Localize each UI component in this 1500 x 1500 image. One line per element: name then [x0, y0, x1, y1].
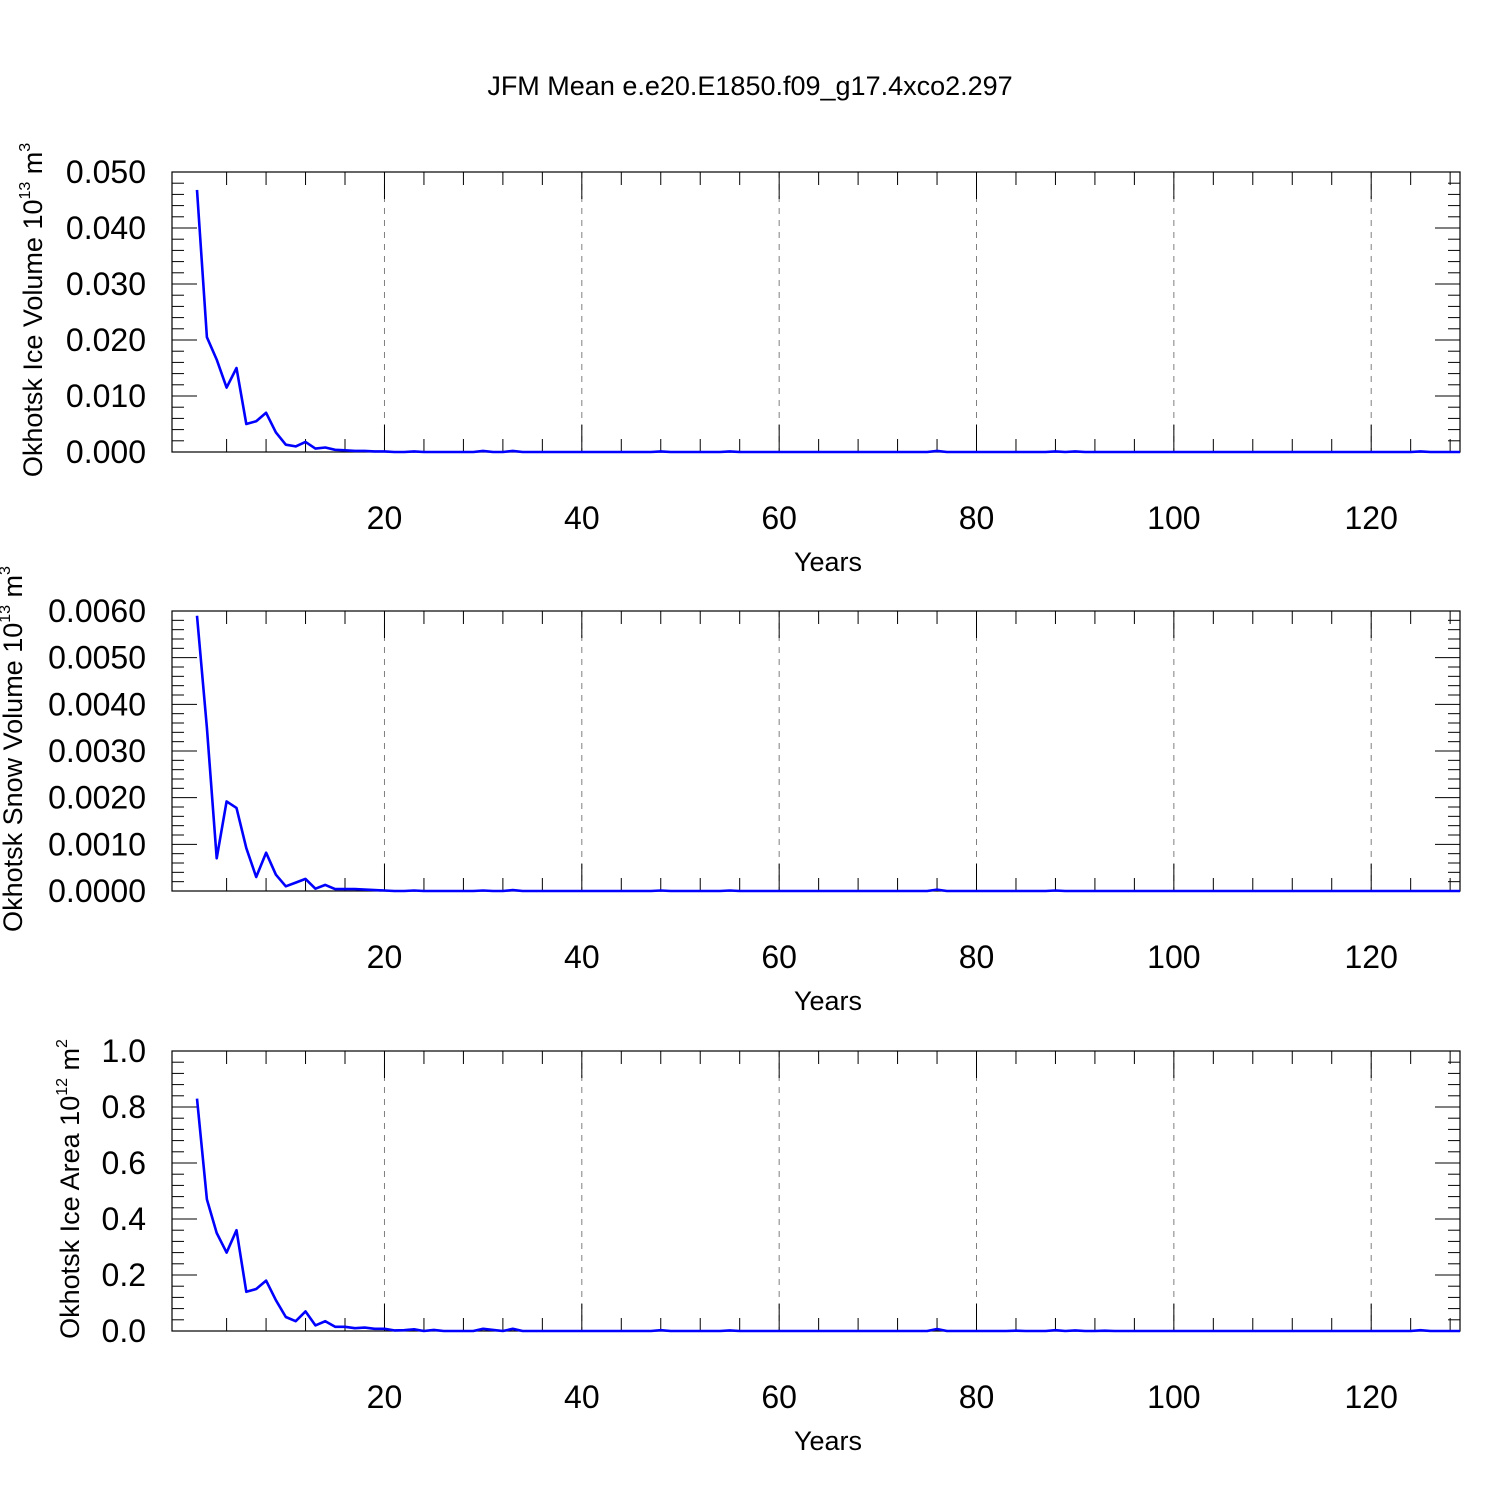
- y-tick-label: 0.0010: [48, 826, 146, 862]
- x-tick-label: 20: [367, 500, 403, 536]
- x-tick-label: 20: [367, 1379, 403, 1415]
- y-axis-title: Okhotsk Snow Volume 1013 m3: [0, 566, 28, 932]
- chart-title: JFM Mean e.e20.E1850.f09_g17.4xco2.297: [487, 71, 1012, 101]
- y-tick-label: 0.2: [102, 1257, 146, 1293]
- y-tick-label: 0.050: [66, 154, 146, 190]
- y-axis-title: Okhotsk Ice Area 1012 m2: [54, 1039, 85, 1339]
- panel-ice-area: 0.0 0.2 0.4 0.6 0.8 1.0 20 40 60 80 100 120 Years Okh…: [54, 1033, 1461, 1456]
- x-tick-label: 100: [1147, 500, 1200, 536]
- y-tick-label: 0.040: [66, 210, 146, 246]
- y-axis-title-text: Okhotsk Ice Area 10: [55, 1096, 85, 1339]
- y-axis-title-unit: m: [0, 575, 28, 605]
- x-tick-label: 40: [564, 500, 600, 536]
- y-tick-label: 0.030: [66, 266, 146, 302]
- series-line-snow-volume: [195, 615, 1460, 893]
- x-tick-label: 60: [761, 1379, 797, 1415]
- y-axis-title: Okhotsk Ice Volume 1013 m3: [17, 143, 48, 477]
- y-axis-title-unit: m: [55, 1048, 85, 1078]
- y-axis-title-unit-exponent: 3: [17, 143, 34, 152]
- y-tick-label: 0.0030: [48, 733, 146, 769]
- x-axis-title: Years: [794, 1426, 862, 1456]
- y-axis-title-unit-exponent: 3: [0, 566, 14, 575]
- x-tick-label: 80: [959, 939, 995, 975]
- y-tick-label: 0.8: [102, 1089, 146, 1125]
- y-tick-label: 1.0: [102, 1033, 146, 1069]
- x-tick-label: 60: [761, 939, 797, 975]
- y-tick-label: 0.000: [66, 434, 146, 470]
- x-tick-label: 120: [1345, 500, 1398, 536]
- x-tick-label: 80: [959, 500, 995, 536]
- y-axis-title-text: Okhotsk Ice Volume 10: [18, 200, 48, 478]
- series-line-ice-volume: [195, 189, 1460, 454]
- y-axis-title-unit: m: [18, 152, 48, 182]
- series-line-ice-area: [195, 1098, 1460, 1333]
- y-tick-label: 0.4: [102, 1201, 146, 1237]
- panel-snow-volume: 0.0000 0.0010 0.0020 0.0030 0.0040 0.0050 0.00…: [0, 566, 1461, 1016]
- y-tick-label: 0.0000: [48, 873, 146, 909]
- y-tick-label: 0.0050: [48, 640, 146, 676]
- x-tick-label: 40: [564, 1379, 600, 1415]
- y-axis-title-exponent: 13: [17, 182, 34, 200]
- y-axis-title-unit-exponent: 2: [54, 1039, 71, 1048]
- y-tick-label: 0.0: [102, 1313, 146, 1349]
- x-axis-title: Years: [794, 986, 862, 1016]
- x-axis-title: Years: [794, 547, 862, 577]
- x-tick-label: 60: [761, 500, 797, 536]
- y-tick-label: 0.0020: [48, 780, 146, 816]
- x-tick-label: 20: [367, 939, 403, 975]
- x-tick-label: 100: [1147, 1379, 1200, 1415]
- y-axis-title-exponent: 12: [54, 1078, 71, 1096]
- x-tick-label: 40: [564, 939, 600, 975]
- panel-ice-volume: 0.000 0.010 0.020 0.030 0.040 0.050 20 40 60 80 10…: [17, 143, 1461, 577]
- y-tick-label: 0.6: [102, 1145, 146, 1181]
- y-tick-label: 0.020: [66, 322, 146, 358]
- x-tick-label: 120: [1345, 939, 1398, 975]
- y-tick-label: 0.0060: [48, 593, 146, 629]
- x-tick-label: 120: [1345, 1379, 1398, 1415]
- x-tick-label: 100: [1147, 939, 1200, 975]
- x-tick-label: 80: [959, 1379, 995, 1415]
- y-tick-label: 0.010: [66, 378, 146, 414]
- y-axis-title-text: Okhotsk Snow Volume 10: [0, 623, 28, 932]
- y-tick-label: 0.0040: [48, 686, 146, 722]
- y-axis-title-exponent: 13: [0, 605, 14, 623]
